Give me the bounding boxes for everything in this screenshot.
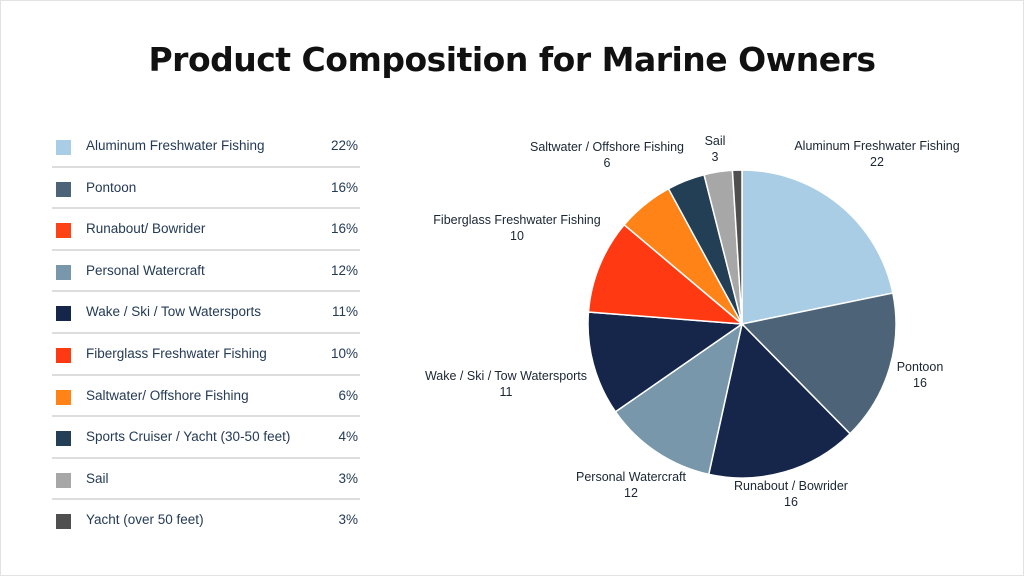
pie-slice-label: Personal Watercraft <box>576 470 687 484</box>
legend-percent: 4% <box>338 429 358 445</box>
legend-label: Personal Watercraft <box>86 262 205 278</box>
legend-swatch <box>56 223 71 239</box>
pie-slice <box>741 169 894 325</box>
legend-swatch <box>56 140 71 155</box>
legend-percent: 16% <box>330 221 358 237</box>
pie-slice-value-label: 10 <box>510 229 524 243</box>
legend-label: Aluminum Freshwater Fishing <box>86 138 265 153</box>
chart-title: Product Composition for Marine Owners <box>148 40 876 79</box>
pie-slice-label: Runabout / Bowrider <box>734 479 848 493</box>
legend-swatch <box>56 181 71 197</box>
legend-label: Sports Cruiser / Yacht (30-50 feet) <box>86 429 291 445</box>
legend-percent: 22% <box>330 138 358 153</box>
legend-label: Saltwater/ Offshore Fishing <box>86 387 249 403</box>
pie-slice-value-label: 16 <box>913 376 927 390</box>
legend-swatch <box>56 472 71 488</box>
legend-swatch <box>56 514 71 530</box>
pie-slice <box>587 223 745 325</box>
pie-slice <box>707 322 852 479</box>
legend-label: Pontoon <box>86 179 137 195</box>
legend-row: Fiberglass Freshwater Fishing 10% <box>52 334 360 376</box>
legend-percent: 11% <box>331 304 358 320</box>
pie-slice-label: Wake / Ski / Tow Watersports <box>425 369 587 383</box>
pie-slice-label: Aluminum Freshwater Fishing <box>794 139 959 153</box>
legend-row: Pontoon 16% <box>52 168 360 210</box>
legend-row: Wake / Ski / Tow Watersports 11% <box>52 292 360 334</box>
legend-row: Aluminum Freshwater Fishing 22% <box>52 126 360 168</box>
pie-slice-label: Saltwater / Offshore Fishing <box>530 140 684 154</box>
pie-slice-label: Fiberglass Freshwater Fishing <box>433 213 600 227</box>
legend-label: Wake / Ski / Tow Watersports <box>86 304 262 320</box>
legend-swatch <box>56 389 71 405</box>
pie-slice-label: Sail <box>705 134 726 148</box>
pie-slice <box>614 322 744 476</box>
legend-percent: 10% <box>330 345 358 361</box>
legend-percent: 12% <box>330 262 358 278</box>
legend-row: Personal Watercraft 12% <box>52 251 360 293</box>
legend-row: Sail 3% <box>52 459 360 501</box>
legend-label: Yacht (over 50 feet) <box>86 512 204 528</box>
legend-percent: 6% <box>338 387 358 403</box>
pie-slice-value-label: 22 <box>870 155 884 169</box>
legend-percent: 3% <box>338 470 358 486</box>
legend-percent: 3% <box>338 512 358 528</box>
pie-slice-value-label: 16 <box>784 495 798 509</box>
pie-slice-label: Pontoon <box>897 360 944 374</box>
legend-table: Aluminum Freshwater Fishing 22% Pontoon 16%… <box>52 126 360 542</box>
legend-label: Runabout/ Bowrider <box>86 221 206 237</box>
pie-slice <box>731 169 743 325</box>
pie-slice-value-label: 3 <box>712 150 719 164</box>
pie-slice-value-label: 6 <box>604 156 611 170</box>
legend-swatch <box>56 306 71 322</box>
legend-label: Fiberglass Freshwater Fishing <box>86 345 267 361</box>
pie-slice <box>587 311 745 413</box>
legend-percent: 16% <box>330 179 358 195</box>
pie-slice-value-label: 12 <box>624 486 638 500</box>
legend-label: Sail <box>86 470 109 486</box>
legend-row: Sports Cruiser / Yacht (30-50 feet) 4% <box>52 417 360 459</box>
legend-swatch <box>56 347 71 363</box>
legend-swatch <box>56 431 71 447</box>
pie-slice <box>740 292 897 435</box>
legend-row: Runabout/ Bowrider 16% <box>52 209 360 251</box>
legend-row: Saltwater/ Offshore Fishing 6% <box>52 376 360 418</box>
legend-row: Yacht (over 50 feet) 3% <box>52 500 360 542</box>
legend-swatch <box>56 264 71 280</box>
pie-slice-value-label: 11 <box>500 385 513 399</box>
